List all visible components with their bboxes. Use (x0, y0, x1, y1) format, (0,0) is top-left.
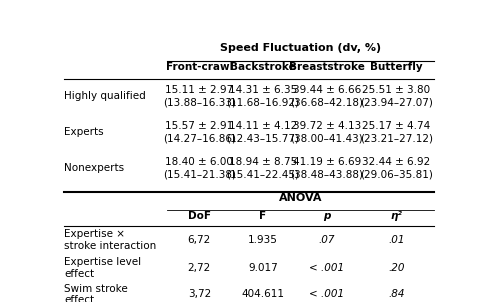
Text: Expertise level
effect: Expertise level effect (64, 257, 141, 278)
Text: Backstroke: Backstroke (230, 62, 296, 72)
Text: < .001: < .001 (309, 290, 345, 300)
Text: .01: .01 (388, 235, 405, 245)
Text: Expertise ×
stroke interaction: Expertise × stroke interaction (64, 229, 156, 251)
Text: F: F (259, 211, 267, 221)
Text: Swim stroke
effect: Swim stroke effect (64, 284, 128, 302)
Text: .20: .20 (388, 263, 405, 273)
Text: .84: .84 (388, 290, 405, 300)
Text: < .001: < .001 (309, 263, 345, 273)
Text: Nonexperts: Nonexperts (64, 163, 124, 173)
Text: 18.40 ± 6.00
(15.41–21.38): 18.40 ± 6.00 (15.41–21.38) (163, 157, 236, 179)
Text: 39.44 ± 6.66
(36.68–42.18): 39.44 ± 6.66 (36.68–42.18) (290, 85, 363, 107)
Text: 2,72: 2,72 (188, 263, 211, 273)
Text: 14.31 ± 6.35
(11.68–16.92): 14.31 ± 6.35 (11.68–16.92) (227, 85, 300, 107)
Text: 39.72 ± 4.13
(38.00–41.43): 39.72 ± 4.13 (38.00–41.43) (290, 121, 363, 143)
Text: Breaststroke: Breaststroke (289, 62, 365, 72)
Text: 404.611: 404.611 (242, 290, 285, 300)
Text: 25.17 ± 4.74
(23.21–27.12): 25.17 ± 4.74 (23.21–27.12) (360, 121, 433, 143)
Text: p: p (323, 211, 331, 221)
Text: Highly qualified: Highly qualified (64, 91, 146, 101)
Text: 9.017: 9.017 (248, 263, 278, 273)
Text: 1.935: 1.935 (248, 235, 278, 245)
Text: 25.51 ± 3.80
(23.94–27.07): 25.51 ± 3.80 (23.94–27.07) (360, 85, 433, 107)
Text: 3,72: 3,72 (188, 290, 211, 300)
Text: 18.94 ± 8.75
(15.41–22.45): 18.94 ± 8.75 (15.41–22.45) (227, 157, 300, 179)
Text: Speed Fluctuation (dv, %): Speed Fluctuation (dv, %) (220, 43, 381, 53)
Text: 41.19 ± 6.69
(38.48–43.88): 41.19 ± 6.69 (38.48–43.88) (290, 157, 363, 179)
Text: 6,72: 6,72 (188, 235, 211, 245)
Text: DoF: DoF (188, 211, 211, 221)
Text: .07: .07 (318, 235, 335, 245)
Text: 15.11 ± 2.97
(13.88–16.33): 15.11 ± 2.97 (13.88–16.33) (163, 85, 236, 107)
Text: Experts: Experts (64, 127, 104, 137)
Text: ANOVA: ANOVA (279, 193, 322, 203)
Text: 14.11 ± 4.12
(12.43–15.77): 14.11 ± 4.12 (12.43–15.77) (227, 121, 300, 143)
Text: 32.44 ± 6.92
(29.06–35.81): 32.44 ± 6.92 (29.06–35.81) (360, 157, 433, 179)
Text: 15.57 ± 2.91
(14.27–16.86): 15.57 ± 2.91 (14.27–16.86) (163, 121, 236, 143)
Text: Front-crawl: Front-crawl (166, 62, 233, 72)
Text: Butterfly: Butterfly (370, 62, 423, 72)
Text: η²: η² (390, 211, 402, 221)
